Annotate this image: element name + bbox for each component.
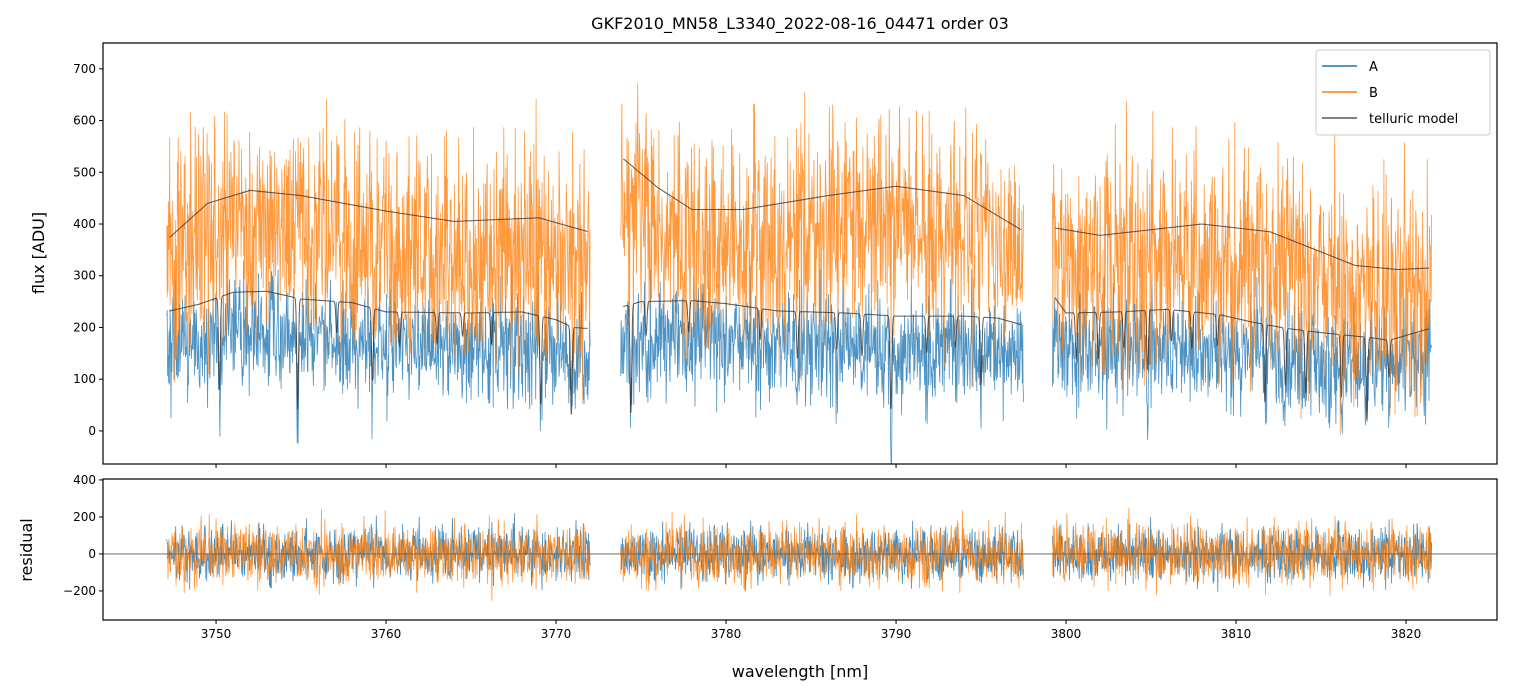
residual-axes: −200 0 200 400 3750 3760 3770 3780 3790 3800 3810…	[17, 473, 1498, 681]
legend-label-a: A	[1369, 60, 1378, 75]
wavelength-x-tick-label: 3750	[201, 627, 232, 641]
chart-title: GKF2010_MN58_L3340_2022-08-16_04471 orde…	[591, 14, 1009, 34]
flux-y-tick-label: 700	[73, 62, 96, 76]
series-b-line	[1052, 101, 1432, 436]
flux-y-tick-label: 100	[73, 372, 96, 386]
flux-y-tick-label: 0	[88, 424, 96, 438]
wavelength-x-tick-label: 3810	[1221, 627, 1252, 641]
residual-a-line	[1052, 517, 1432, 592]
legend-box	[1315, 49, 1491, 136]
residual-a-line	[620, 520, 1024, 591]
flux-y-tick-label: 500	[73, 165, 96, 179]
flux-y-tick-label: 600	[73, 114, 96, 128]
legend: A B telluric model	[1315, 49, 1491, 136]
wavelength-x-tick-label: 3780	[711, 627, 742, 641]
wavelength-x-tick-label: 3800	[1051, 627, 1082, 641]
flux-axes-frame	[102, 42, 1498, 465]
telluric-model-lower-line	[623, 300, 1022, 413]
residual-b-line	[1052, 507, 1432, 596]
wavelength-x-tick-label: 3770	[541, 627, 572, 641]
series-a-line	[1052, 271, 1432, 441]
residual-y-tick-label: 400	[73, 473, 96, 487]
telluric-model-lower-line	[1054, 297, 1430, 421]
legend-label-telluric: telluric model	[1369, 112, 1458, 127]
residual-y-tick-label: −200	[63, 584, 96, 598]
telluric-model-upper-line	[1055, 223, 1429, 270]
residual-y-tick-label: 0	[88, 547, 96, 561]
residual-axes-frame	[102, 478, 1498, 621]
flux-ylabel: flux [ADU]	[29, 212, 48, 294]
residual-b-line	[166, 508, 591, 601]
x-axis-label: wavelength [nm]	[732, 662, 869, 681]
wavelength-x-tick-label: 3760	[371, 627, 402, 641]
series-b-line	[166, 98, 591, 404]
wavelength-x-tick-label: 3820	[1391, 627, 1422, 641]
telluric-model-upper-line	[623, 158, 1022, 231]
flux-y-tick-label: 200	[73, 320, 96, 334]
flux-y-tick-label: 300	[73, 269, 96, 283]
series-a-line	[166, 260, 591, 444]
flux-y-tick-label: 400	[73, 217, 96, 231]
legend-label-b: B	[1369, 86, 1378, 101]
series-b-line	[620, 83, 1024, 388]
flux-axes: 0 100 200 300 400 500 600 700 flux [ADU]	[29, 42, 1498, 468]
residual-b-line	[620, 510, 1024, 593]
residual-y-tick-label: 200	[73, 510, 96, 524]
telluric-model-upper-line	[169, 189, 588, 238]
telluric-model-lower-line	[169, 290, 588, 415]
series-a-line	[620, 265, 1024, 464]
wavelength-x-tick-label: 3790	[881, 627, 912, 641]
residual-ylabel: residual	[17, 518, 36, 581]
